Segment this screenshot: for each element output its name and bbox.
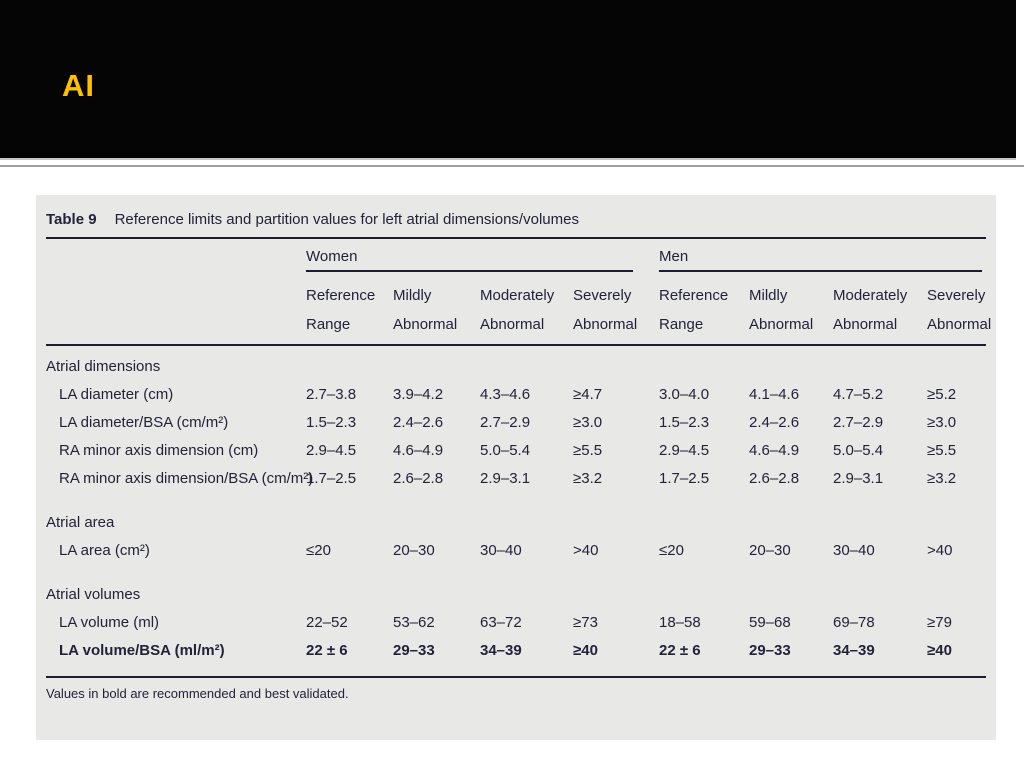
cell: ≥73 <box>573 614 598 631</box>
banner-divider <box>0 165 1024 167</box>
caption-rule <box>46 237 986 239</box>
cell: 34–39 <box>833 642 875 659</box>
slide-title: AI <box>62 68 95 103</box>
column-header: Severely Abnormal <box>927 287 992 333</box>
column-header: Moderately Abnormal <box>480 287 555 333</box>
table-row: LA volume (ml) 22–52 53–62 63–72 ≥73 18–… <box>46 609 986 637</box>
cell: 2.7–3.8 <box>306 386 357 403</box>
section-label: Atrial volumes <box>46 586 141 603</box>
cell: 22 ± 6 <box>659 642 701 659</box>
column-header: Mildly Abnormal <box>749 287 814 333</box>
cell: >40 <box>573 542 599 559</box>
cell: 3.0–4.0 <box>659 386 710 403</box>
cell: 22–52 <box>306 614 348 631</box>
section-header-row: Atrial area <box>46 509 986 537</box>
cell: 4.6–4.9 <box>749 442 800 459</box>
group-header-men: Men <box>659 248 982 272</box>
cell: 63–72 <box>480 614 522 631</box>
cell: 3.9–4.2 <box>393 386 444 403</box>
cell: 30–40 <box>833 542 875 559</box>
cell: 2.9–3.1 <box>480 470 531 487</box>
row-label: LA volume (ml) <box>59 614 160 631</box>
cell: 1.7–2.5 <box>659 470 710 487</box>
cell: ≥3.2 <box>573 470 603 487</box>
table-row: LA diameter (cm) 2.7–3.8 3.9–4.2 4.3–4.6… <box>46 381 986 409</box>
cell: 22 ± 6 <box>306 642 348 659</box>
cell: 4.7–5.2 <box>833 386 884 403</box>
cell: 2.4–2.6 <box>393 414 444 431</box>
row-label: LA diameter/BSA (cm/m²) <box>59 414 229 431</box>
cell: 5.0–5.4 <box>480 442 531 459</box>
cell: 30–40 <box>480 542 522 559</box>
table-row: LA diameter/BSA (cm/m²) 1.5–2.3 2.4–2.6 … <box>46 409 986 437</box>
cell: 29–33 <box>393 642 435 659</box>
cell: 4.1–4.6 <box>749 386 800 403</box>
footer-rule <box>46 676 986 678</box>
cell: ≥5.5 <box>573 442 603 459</box>
cell: 18–58 <box>659 614 701 631</box>
row-label: LA diameter (cm) <box>59 386 174 403</box>
cell: ≥3.0 <box>573 414 603 431</box>
table-caption: Table 9 Reference limits and partition va… <box>46 205 986 237</box>
cell: 2.4–2.6 <box>749 414 800 431</box>
cell: >40 <box>927 542 953 559</box>
cell: 2.7–2.9 <box>480 414 531 431</box>
row-label: RA minor axis dimension/BSA (cm/m²) <box>59 470 314 487</box>
cell: 69–78 <box>833 614 875 631</box>
cell: ≤20 <box>659 542 684 559</box>
table-footnote: Values in bold are recommended and best … <box>46 686 349 701</box>
row-label: LA area (cm²) <box>59 542 150 559</box>
cell: 5.0–5.4 <box>833 442 884 459</box>
section-header-row: Atrial dimensions <box>46 353 986 381</box>
section-label: Atrial area <box>46 514 115 531</box>
cell: 2.9–4.5 <box>659 442 710 459</box>
cell: 4.6–4.9 <box>393 442 444 459</box>
table-row-bold: LA volume/BSA (ml/m²) 22 ± 6 29–33 34–39… <box>46 637 986 665</box>
cell: 59–68 <box>749 614 791 631</box>
table-caption-number: Table 9 <box>46 211 97 228</box>
cell: 1.5–2.3 <box>659 414 710 431</box>
cell: ≥5.5 <box>927 442 957 459</box>
cell: ≥40 <box>927 642 952 659</box>
cell: ≤20 <box>306 542 331 559</box>
cell: 34–39 <box>480 642 522 659</box>
cell: ≥5.2 <box>927 386 957 403</box>
group-header-row: Women Men <box>46 239 986 272</box>
cell: ≥3.0 <box>927 414 957 431</box>
cell: ≥4.7 <box>573 386 603 403</box>
title-banner: AI <box>0 0 1016 160</box>
cell: 1.5–2.3 <box>306 414 357 431</box>
cell: 53–62 <box>393 614 435 631</box>
table-row: RA minor axis dimension/BSA (cm/m²) 1.7–… <box>46 465 986 493</box>
cell: ≥40 <box>573 642 598 659</box>
table-row: RA minor axis dimension (cm) 2.9–4.5 4.6… <box>46 437 986 465</box>
table-image: Table 9 Reference limits and partition va… <box>36 195 996 740</box>
column-header: Reference Range <box>306 287 376 333</box>
table-body: Atrial dimensions LA diameter (cm) 2.7–3… <box>46 346 986 665</box>
section-header-row: Atrial volumes <box>46 581 986 609</box>
column-header-row: Reference Range Mildly Abnormal Moderate… <box>46 272 991 346</box>
column-header: Moderately Abnormal <box>833 287 908 333</box>
cell: 29–33 <box>749 642 791 659</box>
cell: 2.6–2.8 <box>393 470 444 487</box>
cell: 20–30 <box>749 542 791 559</box>
cell: 1.7–2.5 <box>306 470 357 487</box>
cell: 20–30 <box>393 542 435 559</box>
section-label: Atrial dimensions <box>46 358 161 375</box>
column-header: Severely Abnormal <box>573 287 638 333</box>
row-label: LA volume/BSA (ml/m²) <box>59 642 225 659</box>
row-label: RA minor axis dimension (cm) <box>59 442 259 459</box>
table-row: LA area (cm²) ≤20 20–30 30–40 >40 ≤20 20… <box>46 537 986 565</box>
column-header: Reference Range <box>659 287 729 333</box>
cell: 2.6–2.8 <box>749 470 800 487</box>
cell: 2.9–3.1 <box>833 470 884 487</box>
cell: 2.7–2.9 <box>833 414 884 431</box>
cell: ≥3.2 <box>927 470 957 487</box>
cell: 2.9–4.5 <box>306 442 357 459</box>
cell: 4.3–4.6 <box>480 386 531 403</box>
table-caption-text: Reference limits and partition values fo… <box>114 211 579 228</box>
group-header-women: Women <box>306 248 633 272</box>
column-header: Mildly Abnormal <box>393 287 458 333</box>
cell: ≥79 <box>927 614 952 631</box>
